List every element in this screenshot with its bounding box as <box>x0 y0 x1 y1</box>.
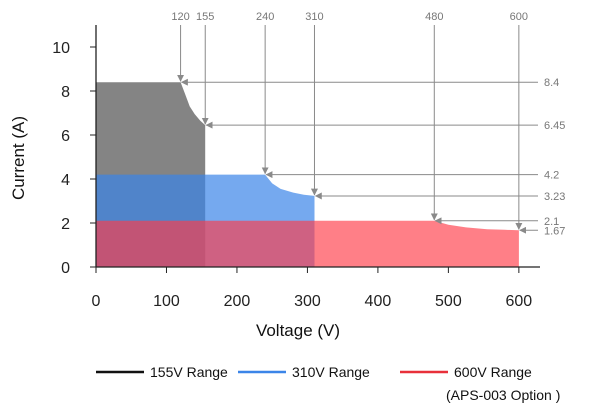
current-marker-label: 2.1 <box>544 216 559 228</box>
y-tick-label: 0 <box>61 260 70 277</box>
current-marker-label: 8.4 <box>544 77 559 89</box>
legend-label-1: 155V Range <box>150 364 228 380</box>
x-tick-label: 300 <box>294 293 321 310</box>
y-tick-label: 8 <box>61 84 70 101</box>
y-tick-label: 10 <box>52 40 70 57</box>
x-axis-title: Voltage (V) <box>256 321 340 340</box>
y-tick-label: 6 <box>61 128 70 145</box>
voltage-marker-label: 310 <box>305 11 323 23</box>
y-axis-title: Current (A) <box>9 116 28 200</box>
y-tick-label: 4 <box>61 172 70 189</box>
current-marker-label: 4.2 <box>544 170 559 182</box>
voltage-marker-label: 120 <box>171 11 189 23</box>
voltage-marker-label: 240 <box>256 11 274 23</box>
y-tick-label: 2 <box>61 216 70 233</box>
voltage-marker-label: 155 <box>196 11 214 23</box>
current-marker-label: 1.67 <box>544 225 565 237</box>
x-tick-label: 0 <box>92 293 101 310</box>
legend: 155V Range 310V Range 600V Range (APS-003 O… <box>96 364 560 403</box>
legend-label-2: 310V Range <box>292 364 370 380</box>
x-tick-label: 600 <box>506 293 533 310</box>
axes-group <box>95 25 540 268</box>
current-marker-label: 3.23 <box>544 191 565 203</box>
x-tick-label: 200 <box>224 293 251 310</box>
tick-label-group: 0 100 200 300 400 500 600 0 2 4 6 8 10 <box>52 40 532 310</box>
legend-note: (APS-003 Option ) <box>446 387 560 403</box>
voltage-marker-label: 600 <box>510 11 528 23</box>
x-tick-label: 400 <box>365 293 392 310</box>
current-marker-label: 6.45 <box>544 120 565 132</box>
area-series-group <box>96 82 519 267</box>
area-series-3 <box>96 220 519 267</box>
x-tick-label: 100 <box>153 293 180 310</box>
annotation-group: 120 155 240 310 480 600 8.4 6.45 4.2 3.23 2.11.67 <box>171 11 565 237</box>
x-tick-label: 500 <box>435 293 462 310</box>
voltage-marker-label: 480 <box>425 11 443 23</box>
legend-label-3: 600V Range <box>454 364 532 380</box>
